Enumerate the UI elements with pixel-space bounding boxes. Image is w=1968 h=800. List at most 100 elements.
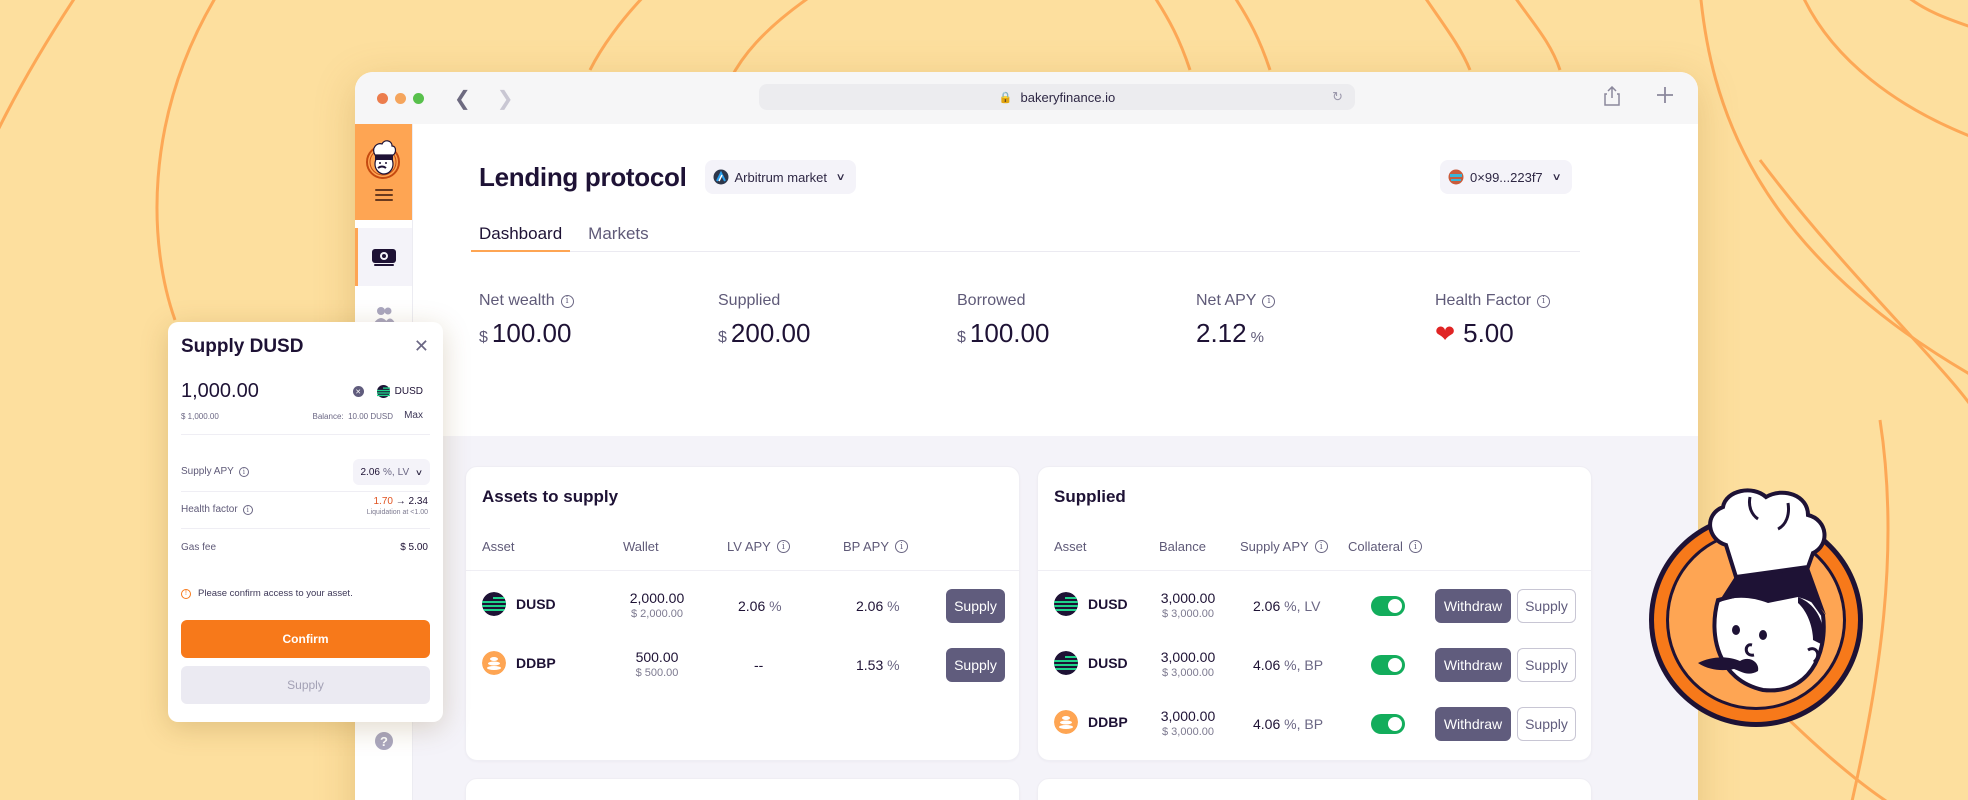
browser-toolbar: ❮ ❯ 🔒 bakeryfinance.io ↻ [355,72,1698,124]
row-label: Gas fee [181,542,217,553]
lock-icon: 🔒 [998,91,1013,104]
warning-text: Please confirm access to your asset. [198,588,353,599]
withdraw-button[interactable]: Withdraw [1435,707,1511,741]
supply-button[interactable]: Supply [946,648,1005,682]
stat-value: 100.00 [969,318,1050,348]
max-button[interactable]: Max [404,410,423,421]
url-text: bakeryfinance.io [1020,89,1116,105]
warning-icon: ! [181,588,191,599]
tab-dashboard[interactable]: Dashboard [471,204,571,252]
wallet-selector[interactable]: 0×99...223f7 ∨ [1440,160,1572,194]
main-content: Lending protocol Arbitrum market ∨ 0×99.… [413,124,1698,800]
clear-input-icon[interactable]: ✕ [352,386,364,397]
card-title: Supplied [1054,487,1126,506]
sidebar-item-dashboard[interactable] [355,228,412,286]
dusd-coin-icon [482,592,506,616]
balance-label: Balance: [312,412,344,421]
table-row: DUSD 3,000.00 $ 3,000.00 4.06 %, BP Withd… [1038,636,1591,694]
share-icon[interactable] [1604,85,1620,112]
apy-type: BP [1304,716,1324,732]
info-icon[interactable]: i [1314,540,1328,553]
stat-borrowed: Borrowed $100.00 [957,292,1196,349]
collateral-toggle[interactable] [1371,655,1405,675]
warning-message: ! Please confirm access to your asset. [181,588,353,599]
supply-button[interactable]: Supply [946,589,1005,623]
supply-submit-button[interactable]: Supply [181,666,430,704]
supply-apy-row: Supply APY i [181,466,249,477]
asset-name: DDBP [1088,714,1128,730]
apy-type: BP [1304,657,1324,673]
chef-mascot-icon [1649,488,1863,727]
withdraw-button[interactable]: Withdraw [1435,648,1511,682]
new-tab-icon[interactable] [1656,86,1674,112]
wallet-amount: 500.00 [635,649,679,665]
column-label: LV APY [727,539,771,554]
health-new: 2.34 [408,496,428,507]
asset-name: DUSD [1088,596,1128,612]
divider [181,491,430,492]
tab-markets[interactable]: Markets [588,224,649,243]
sidebar-item-help[interactable]: ? [355,732,413,750]
forward-arrow-icon[interactable]: ❯ [496,87,514,110]
close-window-button[interactable] [377,92,388,104]
arbitrum-logo-icon [713,169,729,185]
menu-icon[interactable] [374,186,393,204]
info-icon[interactable]: i [895,540,909,553]
stat-label: Net wealth [479,292,555,309]
address-bar[interactable]: 🔒 bakeryfinance.io ↻ [759,84,1355,110]
info-icon[interactable]: i [238,466,249,477]
back-arrow-icon[interactable]: ❮ [454,87,471,110]
info-icon[interactable]: i [1537,294,1551,308]
close-icon[interactable]: ✕ [413,336,429,356]
ddbp-coin-icon [482,651,506,675]
card-title: Assets to supply [482,487,619,506]
gas-fee-value: $ 5.00 [400,542,428,553]
column-header: Asset [1054,539,1087,554]
chevron-down-icon: ∨ [414,467,424,477]
minimize-window-button[interactable] [395,92,406,104]
amount-input[interactable]: 1,000.00 [181,380,259,402]
stat-label: Net APY [1196,292,1257,309]
amount-usd: $ 1,000.00 [181,412,219,421]
supply-button[interactable]: Supply [1517,589,1576,623]
info-icon[interactable]: i [242,504,253,515]
supply-apy-select[interactable]: 2.06%, LV ∨ [352,459,430,485]
market-name: Arbitrum market [734,169,827,185]
token-selector: ✕ DUSD [352,385,423,398]
column-header: Balance [1159,539,1206,554]
dusd-coin-icon [376,385,390,398]
confirm-button[interactable]: Confirm [181,620,430,658]
supply-button[interactable]: Supply [1517,648,1576,682]
gas-fee-row: Gas fee [181,542,216,553]
balance-value: 10.00 DUSD [348,412,393,421]
health-factor-change: 1.70 → 2.34 Liquidation at <1.00 [367,496,428,516]
sidebar-item-users[interactable] [355,286,412,344]
collateral-toggle[interactable] [1371,714,1405,734]
market-selector[interactable]: Arbitrum market ∨ [704,160,857,194]
apy-value: 2.06 [360,466,380,478]
supply-apy: 4.06 [1253,716,1281,732]
heart-icon: ❤ [1435,321,1456,348]
table-row: DDBP 500.00 $ 500.00 -- 1.53 % Supply [466,636,1019,694]
column-label: Supply APY [1240,539,1309,554]
supply-button[interactable]: Supply [1517,707,1576,741]
asset-name: DUSD [516,596,556,612]
banknote-icon [371,249,396,266]
divider [181,434,430,435]
reload-icon[interactable]: ↻ [1332,89,1343,104]
info-icon[interactable]: i [1262,294,1276,308]
chef-logo-icon[interactable] [365,138,403,180]
apy-type: LV [397,466,410,478]
balance-usd: $ 3,000.00 [1162,608,1214,620]
collateral-toggle[interactable] [1371,596,1405,616]
info-icon[interactable]: i [1408,540,1422,553]
dusd-coin-icon [1054,651,1078,675]
info-icon[interactable]: i [560,294,574,308]
withdraw-button[interactable]: Withdraw [1435,589,1511,623]
maximize-window-button[interactable] [413,92,424,104]
bp-apy: 1.53 [856,657,884,673]
info-icon[interactable]: i [776,540,790,553]
bp-apy: 2.06 [856,598,884,614]
window-controls [377,92,424,104]
